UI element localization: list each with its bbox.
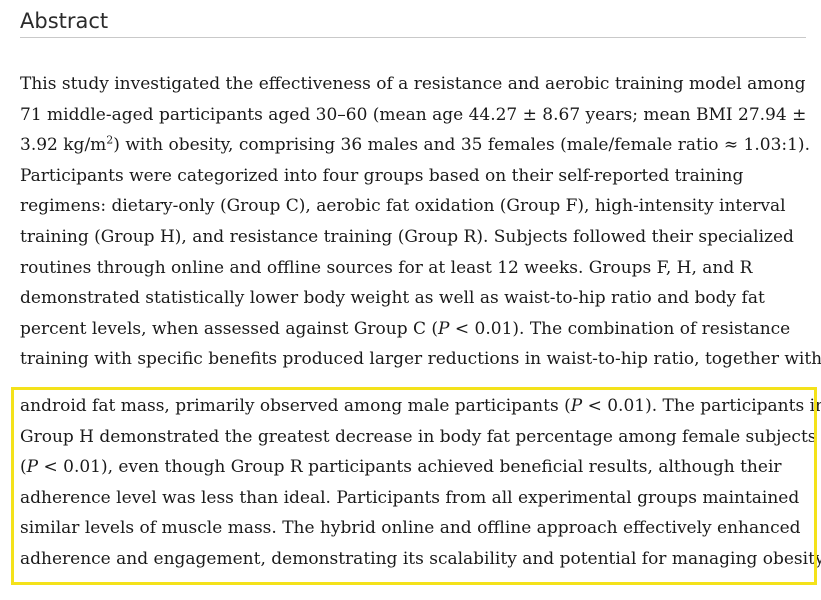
text-run: regimens: dietary-only (Group C), aerobi… — [20, 196, 786, 217]
abstract-text: This study investigated the effectivenes… — [20, 69, 821, 375]
text-run: ) with obesity, comprising 36 males and … — [113, 135, 810, 156]
text-run: 71 middle-aged participants aged 30–60 (… — [20, 104, 807, 125]
text-run: ( — [20, 457, 27, 478]
text-run: 3.92 kg/m — [20, 135, 107, 156]
abstract-line: percent levels, when assessed against Gr… — [20, 314, 820, 345]
abstract-line: training (Group H), and resistance train… — [20, 222, 820, 253]
text-run: training (Group H), and resistance train… — [20, 226, 794, 247]
p-value-symbol: P — [26, 457, 39, 478]
text-run: similar levels of muscle mass. The hybri… — [20, 518, 801, 539]
text-run: training with specific benefits produced… — [20, 349, 821, 370]
text-run: This study investigated the effectivenes… — [20, 74, 806, 94]
abstract-line: regimens: dietary-only (Group C), aerobi… — [20, 191, 820, 222]
abstract-line: (P < 0.01), even though Group R particip… — [20, 452, 820, 483]
text-run: < 0.01), even though Group R participant… — [38, 457, 782, 478]
text-run: percent levels, when assessed against Gr… — [20, 318, 439, 339]
abstract-line: Participants were categorized into four … — [20, 161, 820, 192]
text-run: < 0.01). The participants in — [582, 396, 821, 416]
text-run: < 0.01). The combination of resistance — [449, 318, 791, 339]
highlighted-text: android fat mass, primarily observed amo… — [20, 391, 821, 575]
p-value-symbol: P — [438, 318, 450, 339]
abstract-line: training with specific benefits produced… — [20, 344, 821, 375]
superscript: 2 — [106, 133, 114, 147]
text-run: android fat mass, primarily observed amo… — [20, 396, 571, 416]
text-run: routines through online and offline sour… — [20, 257, 753, 278]
abstract-line: demonstrated statistically lower body we… — [20, 283, 820, 314]
text-run: Group H demonstrated the greatest decrea… — [20, 426, 817, 447]
text-run: demonstrated statistically lower body we… — [20, 288, 765, 309]
abstract-line: This study investigated the effectivenes… — [20, 69, 820, 100]
abstract-line: routines through online and offline sour… — [20, 253, 820, 284]
abstract-line: 3.92 kg/m2) with obesity, comprising 36 … — [20, 130, 820, 161]
heading-divider — [20, 37, 806, 38]
abstract-heading: Abstract — [20, 9, 109, 33]
abstract-line: similar levels of muscle mass. The hybri… — [20, 513, 820, 544]
abstract-line: android fat mass, primarily observed amo… — [20, 391, 821, 422]
text-run: adherence level was less than ideal. Par… — [20, 487, 800, 508]
p-value-symbol: P — [570, 396, 583, 416]
text-run: Participants were categorized into four … — [20, 165, 744, 186]
abstract-line: adherence level was less than ideal. Par… — [20, 483, 820, 514]
abstract-line: Group H demonstrated the greatest decrea… — [20, 422, 820, 453]
abstract-line: adherence and engagement, demonstrating … — [20, 544, 821, 575]
abstract-line: 71 middle-aged participants aged 30–60 (… — [20, 100, 820, 131]
text-run: adherence and engagement, demonstrating … — [20, 548, 821, 569]
